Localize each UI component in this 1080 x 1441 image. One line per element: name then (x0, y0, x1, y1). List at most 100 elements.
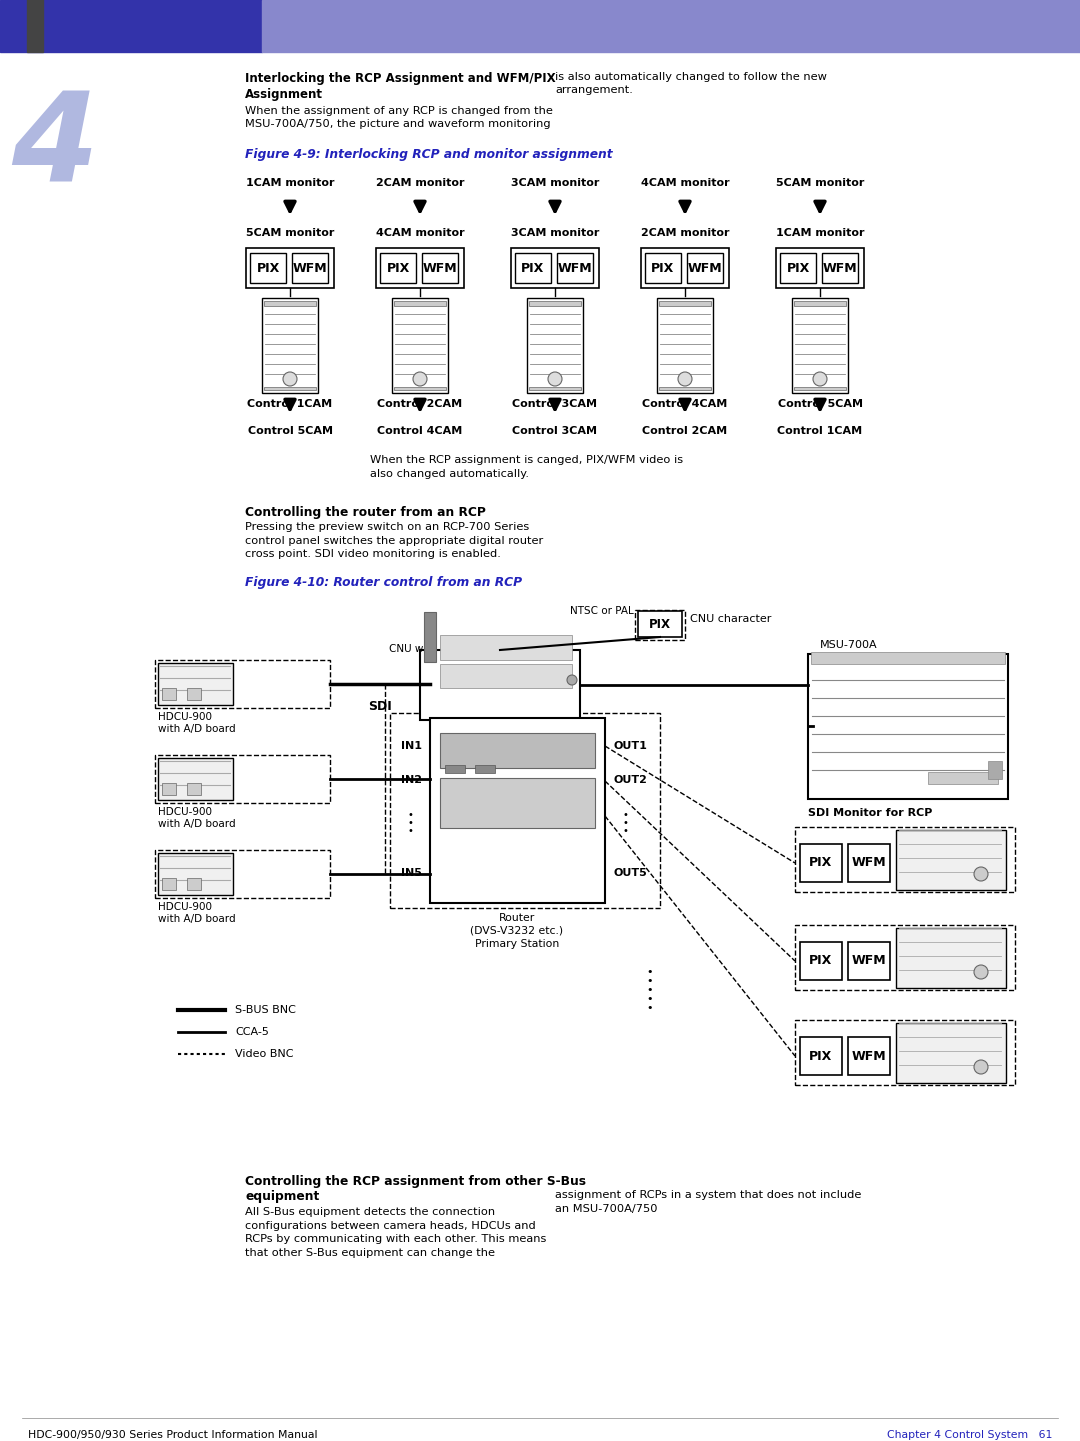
Bar (430, 718, 605, 904)
Text: Control 3CAM: Control 3CAM (513, 427, 597, 437)
Text: When the RCP assignment is canged, PIX/WFM video is
also changed automatically.: When the RCP assignment is canged, PIX/W… (370, 455, 684, 478)
Bar (445, 765, 465, 772)
Bar (394, 388, 446, 391)
Bar (162, 687, 176, 700)
Bar (380, 254, 416, 282)
Text: S-BUS BNC: S-BUS BNC (235, 1004, 296, 1014)
Bar (264, 301, 316, 305)
Text: Control 4CAM: Control 4CAM (643, 399, 728, 409)
Circle shape (548, 372, 562, 386)
Text: Assignment: Assignment (245, 88, 323, 101)
Bar (515, 254, 551, 282)
Text: •
•
•
•
•: • • • • • (647, 967, 653, 1013)
Circle shape (678, 372, 692, 386)
Bar (557, 254, 593, 282)
Text: WFM: WFM (422, 262, 457, 275)
Bar (780, 254, 816, 282)
Bar (527, 298, 583, 393)
Text: Control 2CAM: Control 2CAM (643, 427, 728, 437)
Bar (390, 713, 660, 908)
Text: CNU character: CNU character (690, 614, 771, 624)
Bar (440, 733, 595, 768)
Text: MSU-700A/750, the picture and waveform monitoring: MSU-700A/750, the picture and waveform m… (245, 120, 551, 130)
Text: 1CAM monitor: 1CAM monitor (246, 179, 334, 187)
Bar (800, 942, 842, 980)
Circle shape (974, 867, 988, 880)
Text: Control 1CAM: Control 1CAM (247, 399, 333, 409)
Circle shape (974, 1061, 988, 1074)
Bar (635, 610, 685, 640)
Text: PIX: PIX (651, 262, 675, 275)
Bar (156, 660, 330, 708)
Bar (475, 765, 495, 772)
Text: WFM: WFM (852, 954, 887, 967)
Bar (800, 844, 842, 882)
Text: Controlling the router from an RCP: Controlling the router from an RCP (245, 506, 486, 519)
Text: PIX: PIX (649, 618, 671, 631)
Text: Control 3CAM: Control 3CAM (513, 399, 597, 409)
Bar (808, 654, 1008, 798)
Text: Controlling the RCP assignment from other S-Bus: Controlling the RCP assignment from othe… (245, 1174, 586, 1187)
Text: PIX: PIX (809, 954, 833, 967)
Text: SDI Monitor for RCP: SDI Monitor for RCP (808, 808, 932, 818)
Bar (262, 0, 1080, 52)
Bar (896, 1023, 1005, 1084)
Text: •
•
•: • • • (407, 810, 413, 836)
Bar (657, 298, 713, 393)
Bar (848, 844, 890, 882)
Text: arrangement.: arrangement. (555, 85, 633, 95)
Bar (264, 388, 316, 391)
Circle shape (974, 965, 988, 978)
Bar (424, 612, 436, 661)
Text: 2CAM monitor: 2CAM monitor (376, 179, 464, 187)
Bar (158, 663, 233, 705)
Bar (659, 388, 711, 391)
Text: CCA-5: CCA-5 (235, 1027, 269, 1038)
Text: 3CAM monitor: 3CAM monitor (511, 179, 599, 187)
Text: 4CAM monitor: 4CAM monitor (376, 228, 464, 238)
Text: 5CAM monitor: 5CAM monitor (246, 228, 334, 238)
Text: 2CAM monitor: 2CAM monitor (640, 228, 729, 238)
Text: HDCU-900
with A/D board: HDCU-900 with A/D board (158, 807, 235, 830)
Text: Chapter 4 Control System   61: Chapter 4 Control System 61 (887, 1429, 1052, 1440)
Text: Control 1CAM: Control 1CAM (778, 427, 863, 437)
Text: Control 5CAM: Control 5CAM (247, 427, 333, 437)
Bar (638, 611, 681, 637)
Bar (822, 254, 858, 282)
Text: IN2: IN2 (401, 775, 422, 785)
Bar (162, 878, 176, 891)
Bar (795, 1020, 1015, 1085)
Circle shape (567, 674, 577, 684)
Bar (0, 0, 262, 52)
Text: OUT1: OUT1 (613, 741, 647, 751)
Circle shape (283, 372, 297, 386)
Text: Control 5CAM: Control 5CAM (778, 399, 863, 409)
Bar (848, 1038, 890, 1075)
Bar (795, 827, 1015, 892)
Bar (848, 942, 890, 980)
Bar (292, 254, 328, 282)
Bar (376, 248, 464, 288)
Text: is also automatically changed to follow the new: is also automatically changed to follow … (555, 72, 827, 82)
Text: WFM: WFM (293, 262, 327, 275)
Text: WFM: WFM (688, 262, 723, 275)
Bar (896, 928, 1005, 989)
Text: 1CAM monitor: 1CAM monitor (775, 228, 864, 238)
Text: All S-Bus equipment detects the connection
configurations between camera heads, : All S-Bus equipment detects the connecti… (245, 1208, 546, 1258)
Bar (645, 254, 681, 282)
Bar (811, 651, 1005, 664)
Bar (27, 0, 43, 52)
Bar (246, 248, 334, 288)
Text: OUT5: OUT5 (613, 867, 647, 878)
Text: PIX: PIX (809, 856, 833, 869)
Text: 3CAM monitor: 3CAM monitor (511, 228, 599, 238)
Text: HDC-900/950/930 Series Product Information Manual: HDC-900/950/930 Series Product Informati… (28, 1429, 318, 1440)
Text: Control 4CAM: Control 4CAM (377, 427, 462, 437)
Text: NTSC or PAL: NTSC or PAL (570, 607, 634, 615)
Bar (988, 761, 1002, 780)
Text: Figure 4-9: Interlocking RCP and monitor assignment: Figure 4-9: Interlocking RCP and monitor… (245, 148, 612, 161)
Bar (156, 850, 330, 898)
Text: Control 2CAM: Control 2CAM (377, 399, 462, 409)
Text: •
•
•: • • • (622, 810, 627, 836)
Text: 5CAM monitor: 5CAM monitor (775, 179, 864, 187)
